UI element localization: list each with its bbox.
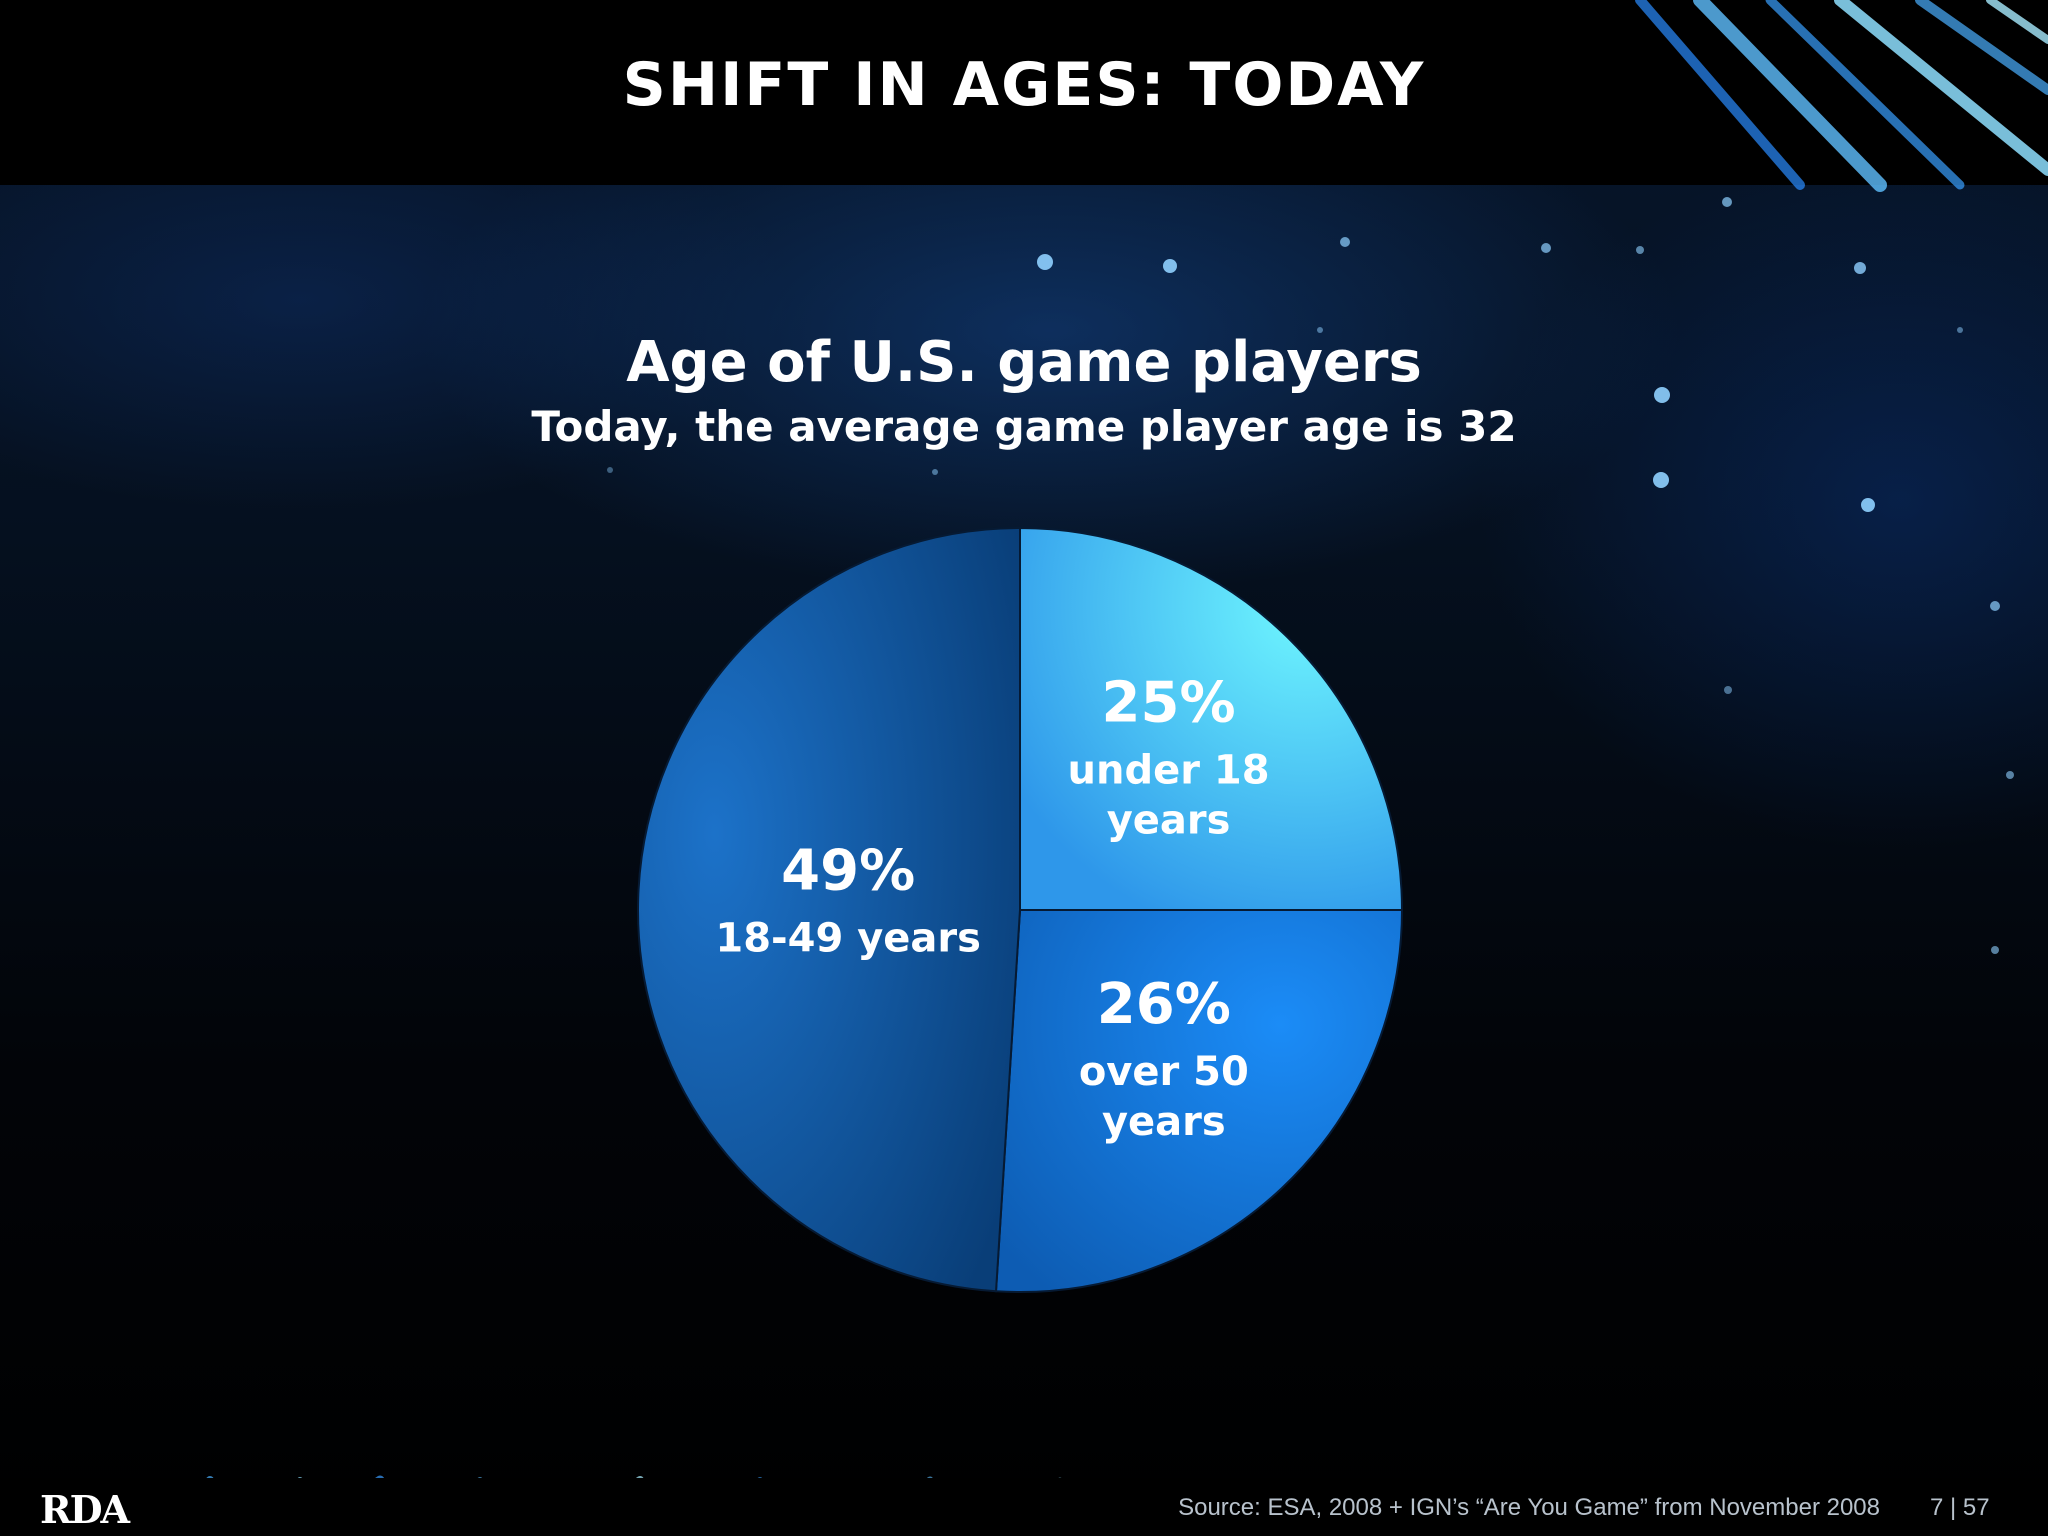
pie-slice-18-49: [636, 526, 1021, 1293]
footer-bar: [0, 1478, 2048, 1536]
pie-slice-under-18: [1019, 526, 1404, 911]
slice-percent-label: 49%: [781, 839, 915, 904]
chart-subtitle: Today, the average game player age is 32: [531, 402, 1517, 451]
page-number: 7 | 57: [1930, 1494, 1990, 1521]
chart-title: Age of U.S. game players: [626, 330, 1422, 395]
source-note: Source: ESA, 2008 + IGN’s “Are You Game”…: [1178, 1494, 1880, 1521]
slice-category-label: under 18: [1068, 747, 1270, 793]
slice-percent-label: 25%: [1102, 670, 1236, 735]
pie-slice-over-50: [994, 909, 1404, 1293]
slice-category-label: over 50: [1079, 1049, 1249, 1095]
slice-category-label-2: years: [1107, 797, 1231, 843]
slice-category-label: 18-49 years: [715, 916, 981, 962]
rda-logo: RDA: [40, 1487, 130, 1532]
slide-title: SHIFT IN AGES: TODAY: [622, 50, 1426, 120]
slice-percent-label: 26%: [1097, 972, 1231, 1037]
slice-category-label-2: years: [1102, 1099, 1226, 1145]
